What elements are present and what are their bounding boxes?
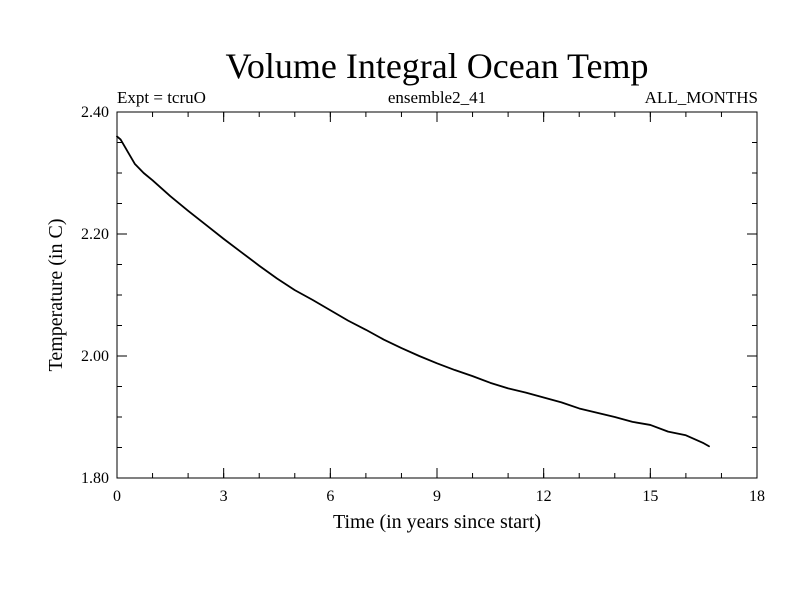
x-tick-label: 6 bbox=[326, 488, 334, 505]
y-axis-label: Temperature (in C) bbox=[45, 219, 67, 372]
months-label: ALL_MONTHS bbox=[645, 88, 758, 107]
axis-ticks bbox=[116, 111, 758, 479]
y-tick-label: 2.20 bbox=[81, 226, 109, 243]
x-tick-label: 12 bbox=[536, 488, 552, 505]
x-tick-label: 0 bbox=[113, 488, 121, 505]
ensemble-label: ensemble2_41 bbox=[388, 88, 486, 107]
plot-frame bbox=[116, 111, 758, 479]
x-tick-label: 15 bbox=[642, 488, 658, 505]
experiment-label: Expt = tcruO bbox=[117, 88, 206, 107]
y-tick-label: 1.80 bbox=[81, 470, 109, 487]
series-line bbox=[116, 135, 710, 448]
x-tick-label: 3 bbox=[220, 488, 228, 505]
x-axis-label: Time (in years since start) bbox=[333, 511, 541, 533]
chart-title: Volume Integral Ocean Temp bbox=[225, 46, 648, 86]
x-tick-label: 9 bbox=[433, 488, 441, 505]
y-tick-label: 2.00 bbox=[81, 348, 109, 365]
axis-tick-labels: 0 3 6 9 12 15 18 1.80 2.00 2.20 2.40 bbox=[81, 104, 765, 505]
x-tick-label: 18 bbox=[749, 488, 765, 505]
y-tick-label: 2.40 bbox=[81, 104, 109, 121]
